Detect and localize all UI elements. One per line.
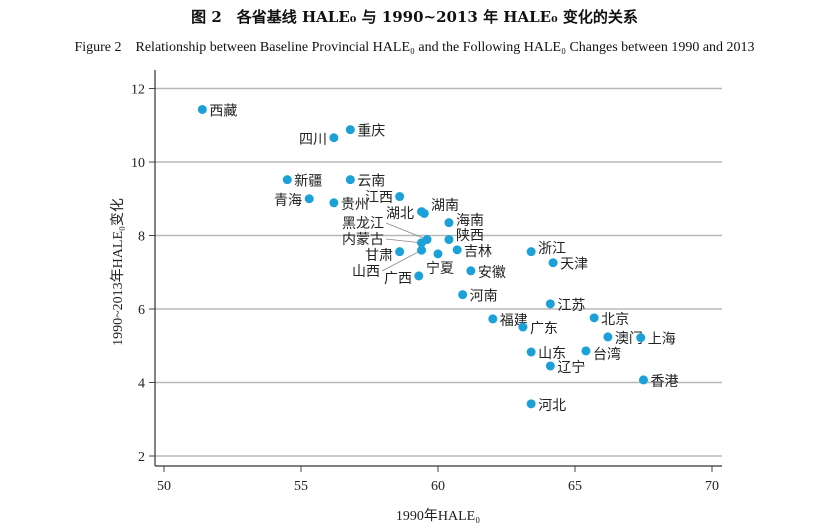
data-point xyxy=(589,313,599,323)
point-label: 重庆 xyxy=(357,124,385,140)
data-point xyxy=(422,235,432,245)
y-tick-label: 4 xyxy=(138,377,145,392)
point-label: 安徽 xyxy=(478,265,506,281)
data-point xyxy=(395,247,405,257)
point-label: 青海 xyxy=(274,193,302,209)
x-tick-label: 60 xyxy=(431,479,445,494)
point-label: 上海 xyxy=(648,332,676,348)
data-point xyxy=(444,218,454,228)
y-tick-label: 10 xyxy=(131,156,145,171)
leader-line xyxy=(385,238,422,244)
data-point xyxy=(304,194,314,204)
x-tick-label: 70 xyxy=(705,479,719,494)
data-point xyxy=(329,198,339,208)
data-point xyxy=(395,192,405,202)
point-label: 北京 xyxy=(601,312,629,328)
chart-title-cn: 图 2 各省基线 HALE₀ 与 1990~2013 年 HALE₀ 变化的关系 xyxy=(191,8,638,26)
data-point xyxy=(526,347,536,357)
data-point xyxy=(345,125,355,135)
x-tick-label: 65 xyxy=(568,479,582,494)
point-label: 宁夏 xyxy=(426,260,454,277)
data-point xyxy=(419,208,429,218)
point-label: 云南 xyxy=(357,174,385,190)
point-label: 湖北 xyxy=(386,206,414,222)
data-point xyxy=(197,104,207,114)
y-tick-label: 12 xyxy=(131,83,145,98)
data-point xyxy=(548,258,558,268)
y-tick-label: 8 xyxy=(138,230,145,245)
data-point xyxy=(329,133,339,143)
point-label: 江苏 xyxy=(557,298,585,314)
leader-line xyxy=(385,222,428,240)
data-point xyxy=(444,235,454,245)
data-point xyxy=(545,299,555,309)
point-label: 四川 xyxy=(299,133,327,148)
data-point xyxy=(526,399,536,409)
point-label: 山东 xyxy=(538,346,566,362)
point-label: 浙江 xyxy=(538,241,566,257)
y-axis-label: 1990~2013年HALE₀变化 xyxy=(110,198,126,346)
leader-lines xyxy=(381,222,428,272)
data-point xyxy=(639,375,648,385)
data-point xyxy=(636,333,646,343)
point-label: 江西 xyxy=(365,190,393,206)
point-label: 香港 xyxy=(651,374,679,390)
point-label: 内蒙古 xyxy=(342,232,384,248)
data-point xyxy=(458,290,468,300)
point-label: 澳门 xyxy=(615,331,643,347)
point-label: 广东 xyxy=(530,321,558,337)
data-point xyxy=(345,175,355,185)
point-label: 河南 xyxy=(470,289,498,305)
point-label: 贵州 xyxy=(341,197,369,213)
chart-title-en: Figure 2 Relationship between Baseline P… xyxy=(74,40,755,55)
data-point xyxy=(488,314,498,324)
point-label: 河北 xyxy=(538,398,566,414)
x-axis-label: 1990年HALE₀ xyxy=(396,508,480,524)
point-label: 新疆 xyxy=(294,174,322,190)
point-label: 海南 xyxy=(456,213,484,229)
point-label: 湖南 xyxy=(431,198,459,214)
data-point xyxy=(518,322,528,332)
point-label: 广西 xyxy=(384,271,412,287)
data-point xyxy=(526,247,536,257)
point-label: 黑龙江 xyxy=(342,216,384,232)
point-label: 台湾 xyxy=(593,346,621,363)
data-point xyxy=(545,361,555,371)
point-label: 西藏 xyxy=(209,103,237,119)
leader-line xyxy=(381,249,422,272)
point-label: 辽宁 xyxy=(557,359,585,376)
y-tick-label: 2 xyxy=(138,450,145,465)
data-point xyxy=(581,346,591,356)
point-label: 甘肃 xyxy=(365,248,393,264)
point-label: 山西 xyxy=(352,264,380,280)
x-tick-label: 55 xyxy=(294,479,308,494)
data-point xyxy=(452,245,462,255)
grid xyxy=(155,87,722,457)
data-point xyxy=(414,271,424,281)
x-tick-label: 50 xyxy=(157,479,171,494)
point-label: 天津 xyxy=(560,257,588,273)
data-point xyxy=(433,249,443,259)
axes: 2 4 6 8 10 12 50 55 60 65 70 xyxy=(131,70,722,494)
point-label: 吉林 xyxy=(464,244,492,260)
data-point xyxy=(417,245,427,255)
data-point xyxy=(466,266,476,276)
y-tick-label: 6 xyxy=(138,303,145,318)
data-point xyxy=(603,332,613,342)
point-label: 陕西 xyxy=(456,228,484,244)
data-point xyxy=(282,175,292,185)
